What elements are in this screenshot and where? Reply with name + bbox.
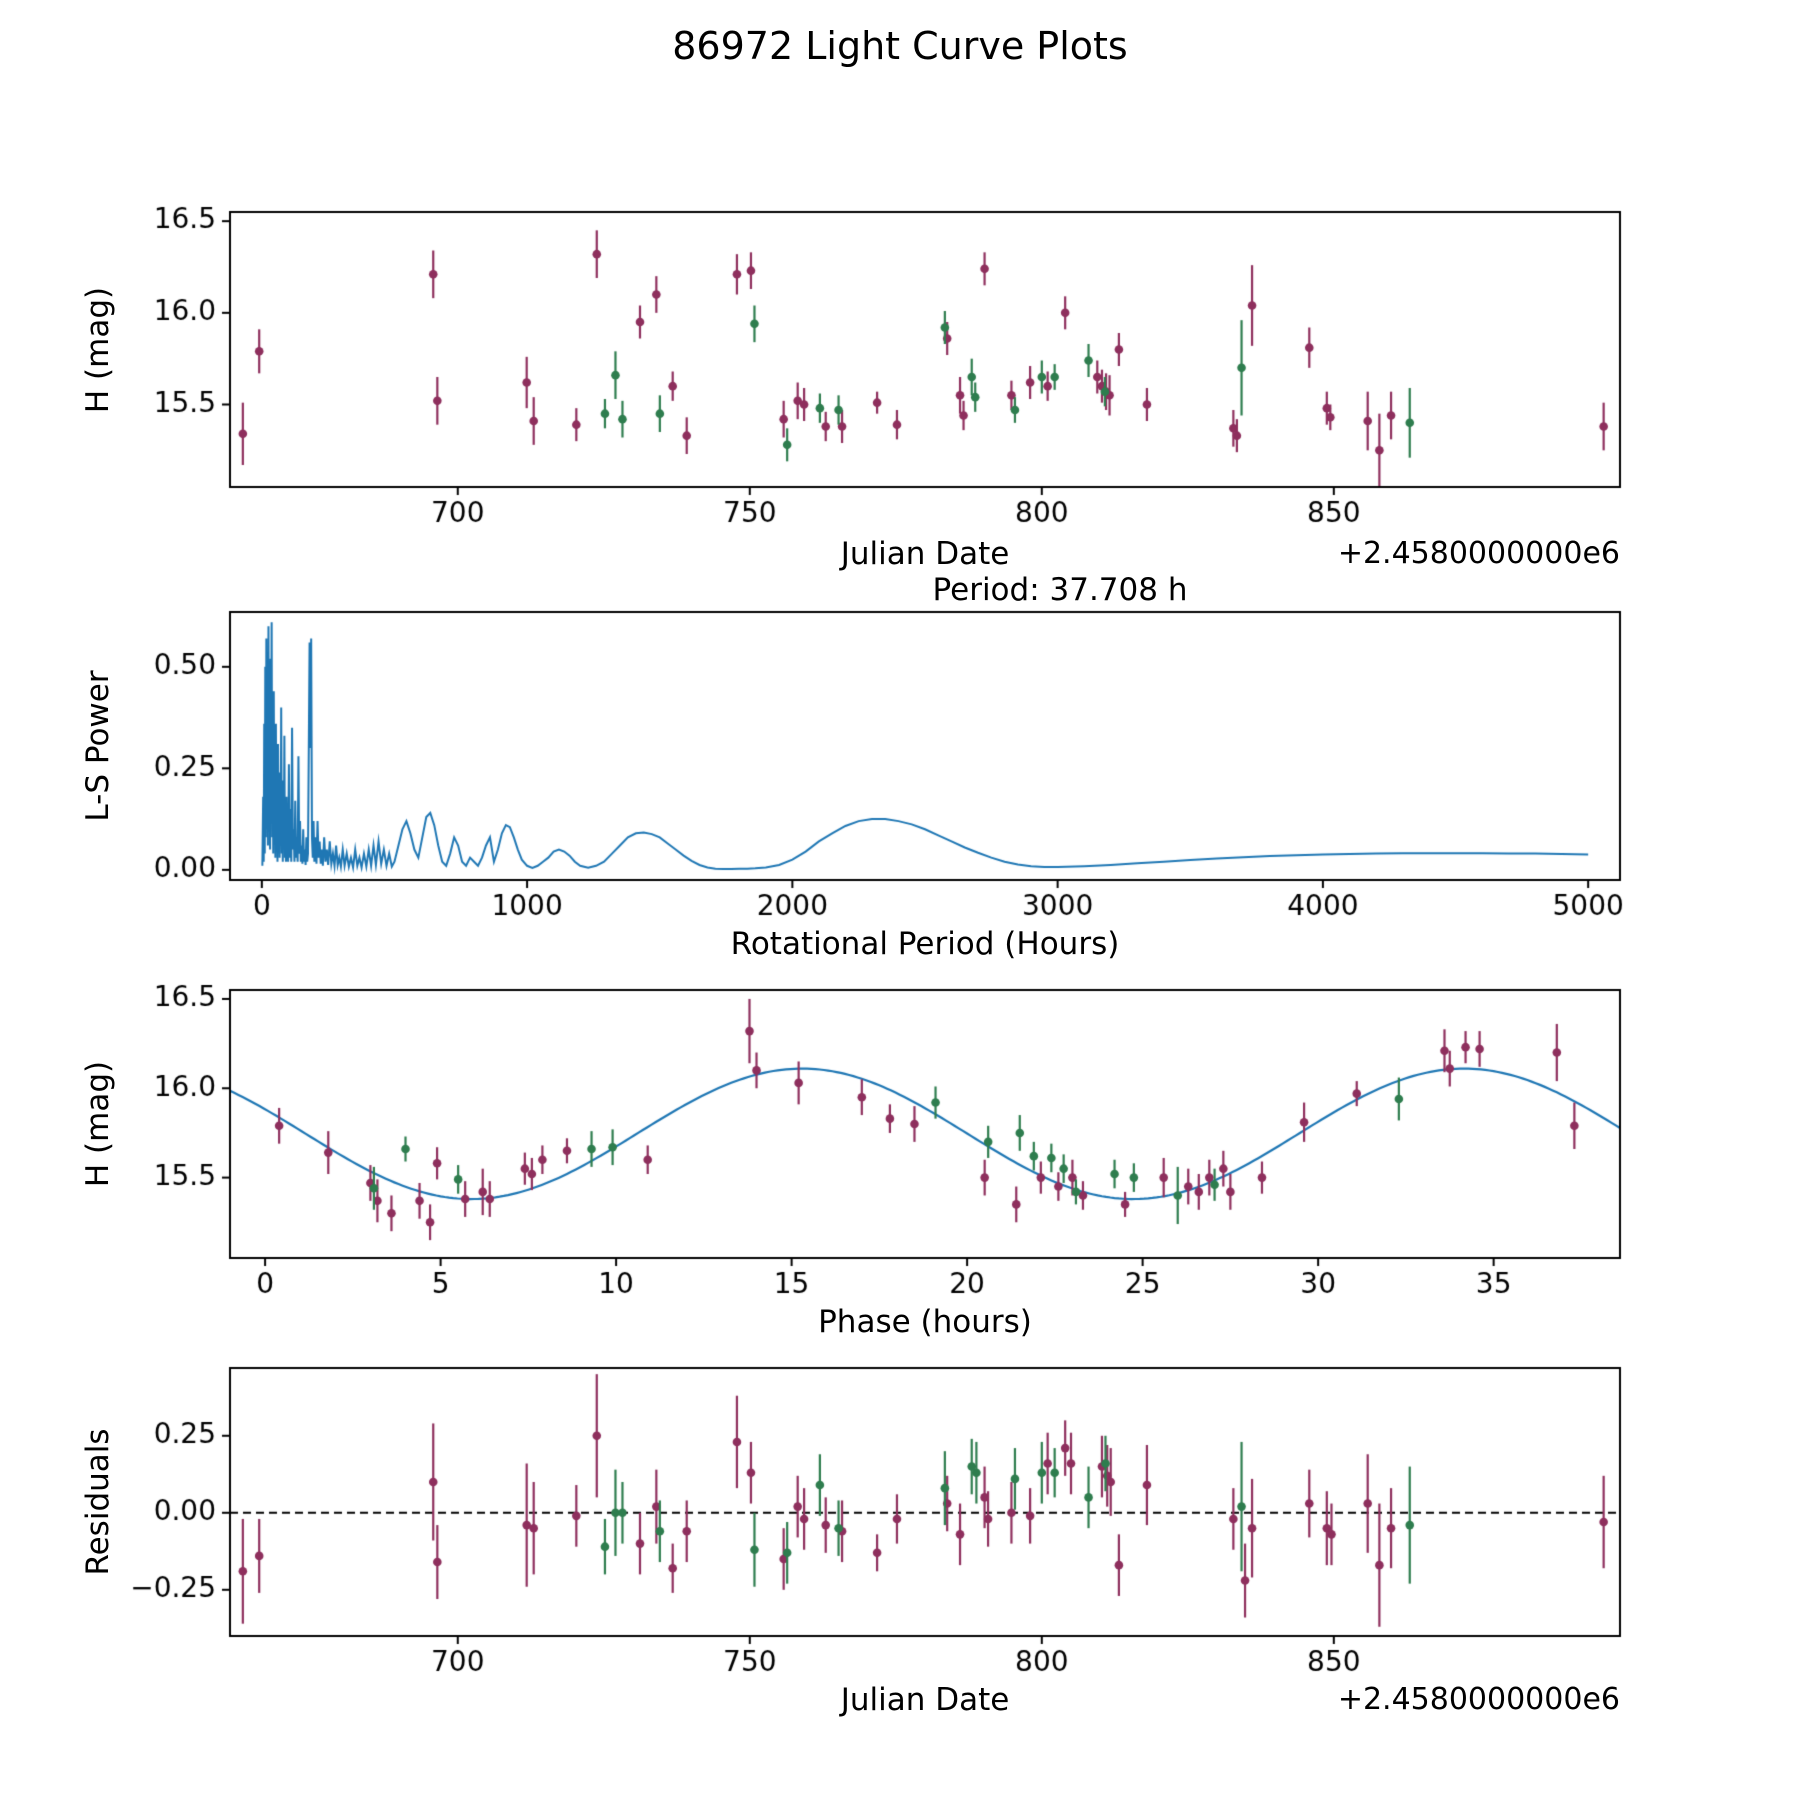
y-axis-label-h-mag-top: H (mag) (80, 286, 116, 414)
x-axis-label-rotational-period: Rotational Period (Hours) (730, 926, 1120, 962)
y-axis-label-ls-power: L-S Power (80, 670, 116, 822)
y-axis-label-residuals: Residuals (80, 1428, 116, 1576)
x-axis-label-phase: Phase (hours) (818, 1304, 1032, 1340)
x-axis-offset-bottom: +2.4580000000e6 (1337, 1682, 1620, 1717)
y-axis-label-h-mag-phase: H (mag) (80, 1060, 116, 1188)
period-annotation: Period: 37.708 h (932, 572, 1188, 608)
figure-title: 86972 Light Curve Plots (672, 24, 1128, 68)
x-axis-label-julian-date-bottom: Julian Date (840, 1682, 1010, 1718)
x-axis-offset-top: +2.4580000000e6 (1337, 536, 1620, 571)
x-axis-label-julian-date-top: Julian Date (840, 536, 1010, 572)
